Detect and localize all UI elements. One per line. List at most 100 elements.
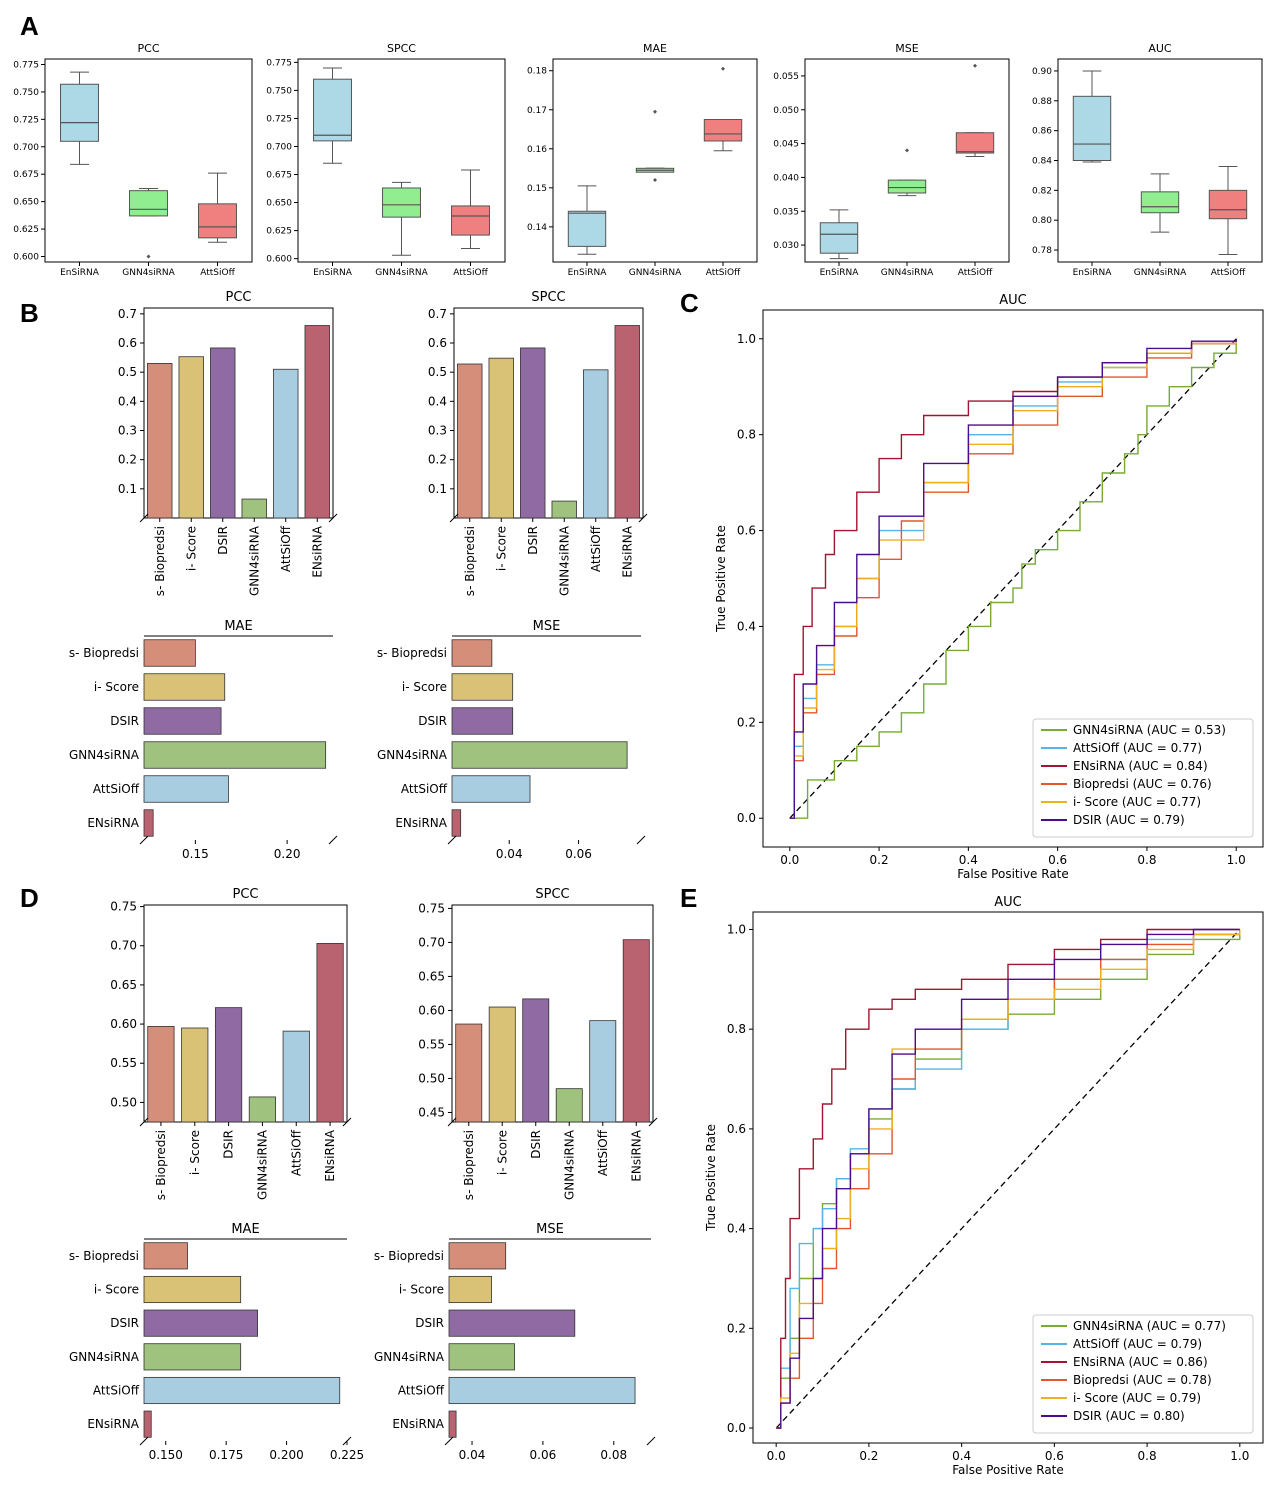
- legend-entry: i- Score (AUC = 0.79): [1073, 1391, 1201, 1405]
- x-tick-label: EnSiRNA: [820, 268, 860, 278]
- bar-2: [143, 1309, 258, 1337]
- bar-5: [448, 1410, 457, 1438]
- y-tick-label: 0.55: [418, 1037, 445, 1051]
- chart-title: SPCC: [387, 42, 416, 55]
- y-axis-label: True Positive Rate: [704, 1124, 718, 1232]
- y-tick-label: 0.700: [266, 142, 292, 152]
- x-tick-label: DSIR: [216, 526, 230, 555]
- x-tick-label: EnSiRNA: [313, 268, 353, 278]
- panel-label-c: C: [680, 288, 699, 318]
- y-tick-label: 0.82: [1032, 186, 1052, 196]
- y-tick-label: 0.0: [727, 1421, 746, 1435]
- x-tick-label: ENsiRNA: [620, 525, 634, 577]
- bar-3: [143, 1343, 242, 1371]
- y-tick-label: 0.4: [428, 394, 447, 408]
- box-attsioff: [1208, 189, 1248, 220]
- bar-0: [451, 639, 493, 667]
- x-tick-label: AttSiOff: [200, 268, 235, 278]
- axis-break-mark: [139, 1436, 149, 1446]
- bar-2: [522, 998, 550, 1123]
- x-tick-label: 0.6: [1045, 1449, 1064, 1463]
- box-attsioff: [198, 203, 237, 239]
- y-tick-label: 0.50: [418, 1071, 445, 1085]
- plot-frame: [143, 904, 348, 1123]
- bar-5: [143, 809, 154, 837]
- y-tick-label: ENsiRNA: [392, 1417, 444, 1431]
- legend-entry: ENsiRNA (AUC = 0.84): [1073, 759, 1208, 773]
- y-tick-label: 0.725: [266, 114, 292, 124]
- x-tick-label: 0.8: [1137, 853, 1156, 867]
- y-tick-label: 0.7: [428, 307, 447, 321]
- bar-2: [214, 1007, 243, 1123]
- legend-entry: Biopredsi (AUC = 0.76): [1073, 777, 1212, 791]
- bar-1: [143, 673, 226, 701]
- y-tick-label: 0.17: [527, 106, 547, 116]
- y-tick-label: 0.50: [110, 1095, 137, 1109]
- y-tick-label: 0.2: [428, 453, 447, 467]
- bar-1: [143, 1275, 242, 1304]
- axis-break-mark: [447, 1117, 457, 1127]
- y-tick-label: 0.6: [737, 524, 756, 538]
- barchart-b1: PCC 0.1 0.2 0.3 0.4 0.5 0.6 0.7 s- Biopredsi i- S…: [118, 290, 338, 596]
- y-tick-label: 0.14: [527, 223, 547, 233]
- x-tick-label: GNN4siRNA: [881, 268, 934, 278]
- bar-3: [448, 1343, 515, 1371]
- x-tick-label: ENsiRNA: [310, 525, 324, 577]
- y-tick-label: 0.0: [737, 811, 756, 825]
- hbarchart-b3: MAE s- Biopredsi i- Score DSIR GNN4siRNA AttS…: [69, 619, 338, 861]
- box-gnn4sirna: [129, 190, 168, 217]
- y-tick-label: 0.75: [110, 900, 137, 914]
- bar-2: [210, 347, 236, 519]
- x-tick-label: 0.20: [274, 847, 301, 861]
- x-tick-label: s- Biopredsi: [462, 1130, 476, 1200]
- x-tick-label: 0.225: [330, 1448, 364, 1462]
- bar-3: [451, 741, 628, 769]
- chart-title: PCC: [138, 42, 160, 55]
- chart-title: MAE: [643, 42, 667, 55]
- y-tick-label: 0.6: [727, 1122, 746, 1136]
- y-tick-label: 0.5: [428, 365, 447, 379]
- bar-2: [143, 707, 222, 735]
- bar-5: [316, 942, 344, 1123]
- roc-line-5: [776, 928, 1240, 1429]
- y-tick-label: GNN4siRNA: [69, 1350, 140, 1364]
- bar-5: [143, 1410, 152, 1438]
- x-tick-label: 0.175: [209, 1448, 243, 1462]
- bar-2: [448, 1309, 576, 1337]
- bar-0: [143, 1242, 188, 1270]
- x-tick-label: 0.4: [952, 1449, 971, 1463]
- y-tick-label: 0.55: [110, 1056, 137, 1070]
- y-tick-label: AttSiOff: [398, 1384, 445, 1398]
- bar-4: [589, 1020, 617, 1123]
- x-tick-label: GNN4siRNA: [247, 525, 261, 596]
- y-tick-label: 0.675: [13, 170, 39, 180]
- bar-5: [451, 809, 462, 837]
- chart-title: MSE: [536, 1222, 564, 1237]
- y-tick-label: AttSiOff: [93, 1384, 140, 1398]
- y-tick-label: 0.60: [110, 1017, 137, 1031]
- x-tick-label: DSIR: [526, 526, 540, 555]
- box-gnn4sirna: [382, 187, 421, 218]
- chart-title: MAE: [231, 1222, 259, 1237]
- bar-1: [488, 1006, 516, 1123]
- x-tick-label: s- Biopredsi: [463, 526, 477, 596]
- bar-0: [448, 1242, 507, 1270]
- x-tick-label: 0.04: [459, 1448, 486, 1462]
- charts-layer: PCC 0.600 0.625 0.650 0.675 0.700 0.725 0.750 0.…: [13, 42, 1264, 1477]
- x-tick-label: ENsiRNA: [323, 1129, 337, 1181]
- y-tick-label: s- Biopredsi: [69, 1249, 139, 1263]
- x-tick-label: 0.06: [565, 847, 592, 861]
- outlier-point: [905, 148, 909, 153]
- bar-0: [147, 1026, 175, 1123]
- x-tick-label: AttSiOff: [1211, 268, 1246, 278]
- y-tick-label: 0.15: [527, 184, 547, 194]
- x-tick-label: i- Score: [494, 526, 508, 571]
- barchart-d1: PCC 0.50 0.55 0.60 0.65 0.70 0.75 s- Biopredsi i…: [110, 887, 352, 1200]
- y-tick-label: 0.050: [773, 106, 799, 116]
- y-tick-label: 0.1: [428, 482, 447, 496]
- barchart-b2: SPCC 0.1 0.2 0.3 0.4 0.5 0.6 0.7 s- Biopredsi i- …: [428, 290, 648, 596]
- y-tick-label: 0.18: [527, 67, 547, 77]
- legend-entry: DSIR (AUC = 0.79): [1073, 813, 1185, 827]
- bar-1: [451, 673, 514, 701]
- x-tick-label: AttSiOff: [279, 525, 293, 572]
